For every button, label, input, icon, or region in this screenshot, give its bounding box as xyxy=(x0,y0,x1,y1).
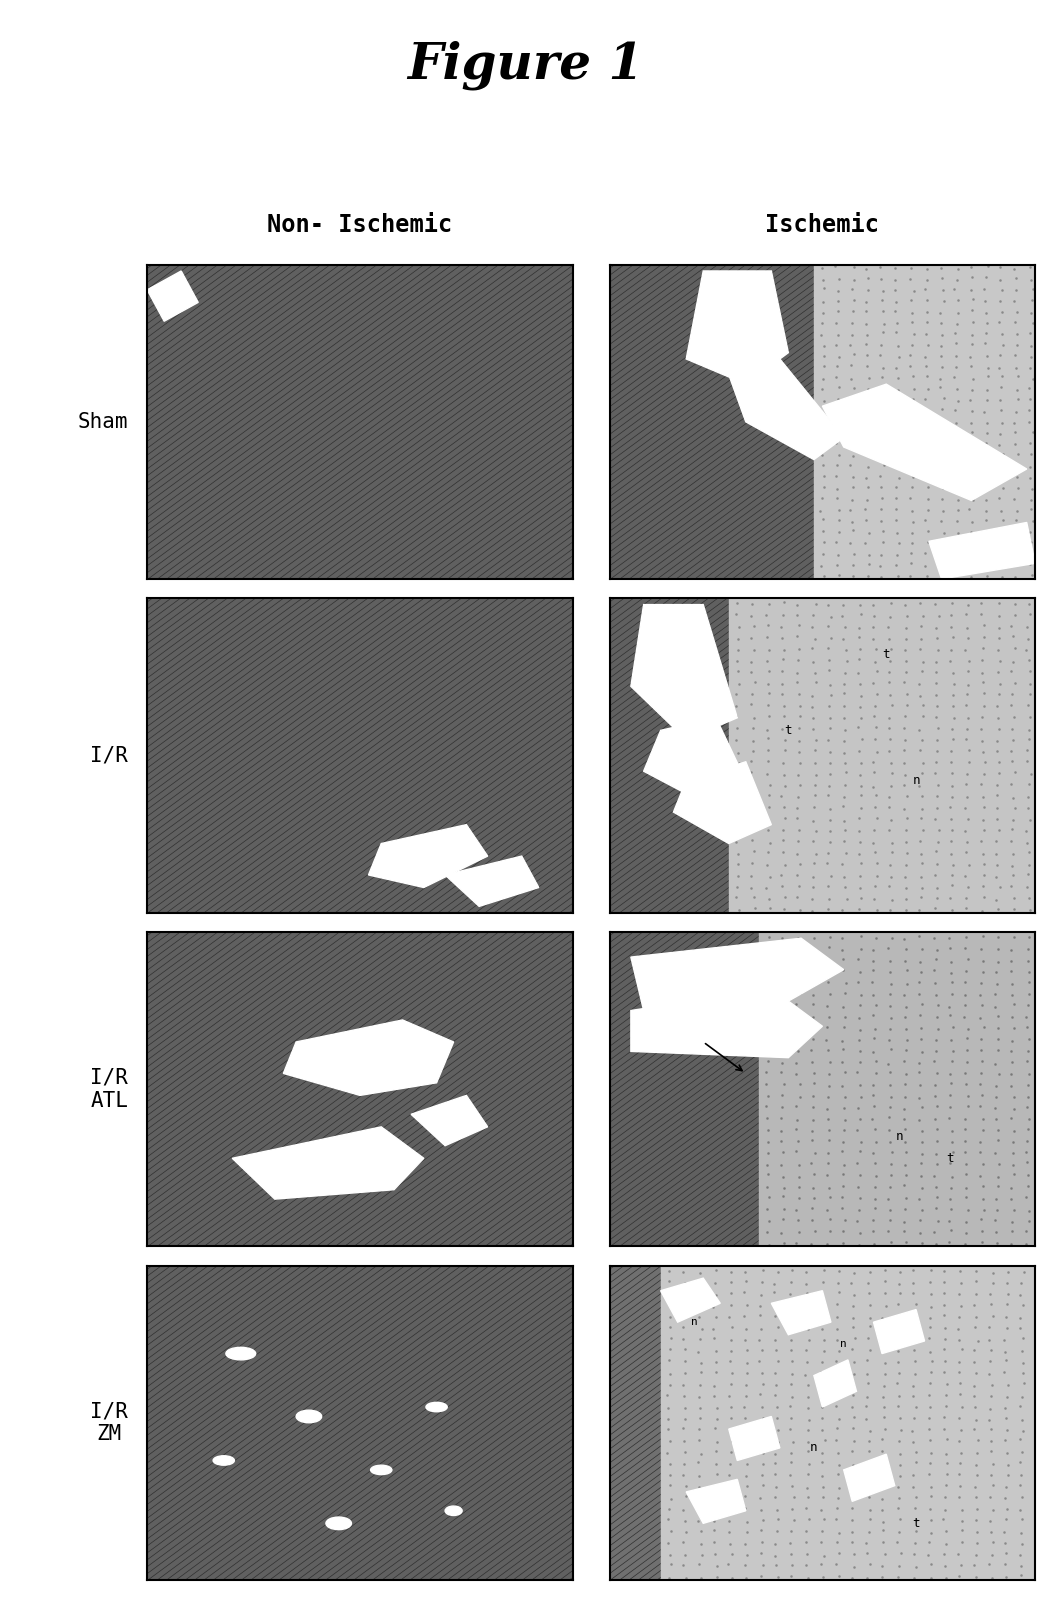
Ellipse shape xyxy=(371,1464,392,1474)
Text: n: n xyxy=(912,775,920,788)
Polygon shape xyxy=(728,1416,780,1461)
Text: Ischemic: Ischemic xyxy=(765,213,880,237)
Text: t: t xyxy=(883,648,890,661)
Polygon shape xyxy=(643,717,746,802)
Ellipse shape xyxy=(226,1347,255,1360)
Polygon shape xyxy=(446,857,539,906)
Polygon shape xyxy=(631,605,738,739)
Polygon shape xyxy=(771,1291,831,1335)
Polygon shape xyxy=(674,762,771,844)
Text: n: n xyxy=(810,1442,818,1455)
Polygon shape xyxy=(813,265,1035,579)
Polygon shape xyxy=(147,271,199,321)
Text: Sham: Sham xyxy=(78,412,128,431)
Polygon shape xyxy=(411,1096,488,1145)
Text: I/R
ATL: I/R ATL xyxy=(90,1068,128,1110)
Polygon shape xyxy=(686,1479,746,1524)
Polygon shape xyxy=(873,1309,925,1354)
Text: Figure 1: Figure 1 xyxy=(408,40,643,90)
Text: I/R
ZM: I/R ZM xyxy=(90,1402,128,1444)
Polygon shape xyxy=(232,1128,424,1200)
Polygon shape xyxy=(728,598,1035,913)
Ellipse shape xyxy=(326,1517,351,1530)
Text: I/R: I/R xyxy=(90,746,128,765)
Polygon shape xyxy=(369,824,488,887)
Polygon shape xyxy=(661,1278,720,1322)
Ellipse shape xyxy=(213,1456,234,1464)
Ellipse shape xyxy=(426,1402,448,1412)
Text: n: n xyxy=(841,1339,847,1349)
Polygon shape xyxy=(631,988,822,1057)
Polygon shape xyxy=(813,1360,857,1407)
Polygon shape xyxy=(844,1455,894,1501)
Ellipse shape xyxy=(446,1506,462,1516)
Polygon shape xyxy=(686,271,788,383)
Polygon shape xyxy=(631,938,844,1011)
Polygon shape xyxy=(728,359,844,460)
Ellipse shape xyxy=(296,1410,322,1423)
Text: Non- Ischemic: Non- Ischemic xyxy=(267,213,453,237)
Polygon shape xyxy=(284,1020,454,1096)
Polygon shape xyxy=(929,523,1035,579)
Polygon shape xyxy=(661,1266,1035,1580)
Text: t: t xyxy=(946,1152,954,1165)
Polygon shape xyxy=(822,383,1027,500)
Polygon shape xyxy=(759,932,1035,1246)
Text: t: t xyxy=(785,723,792,736)
Text: n: n xyxy=(692,1317,698,1327)
Text: n: n xyxy=(895,1129,903,1142)
Text: t: t xyxy=(912,1517,920,1530)
